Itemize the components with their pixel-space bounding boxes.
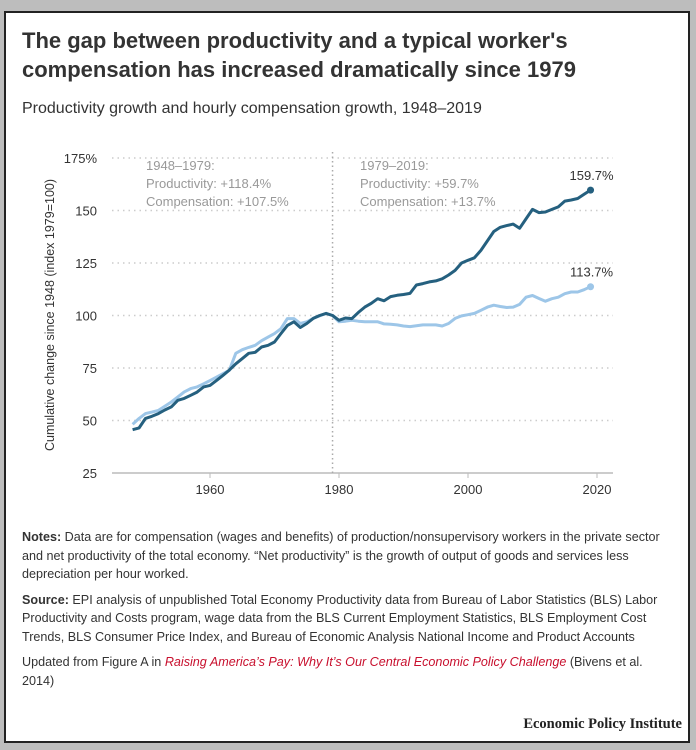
chart-card	[4, 11, 690, 743]
series-line-compensation	[131, 285, 592, 426]
end-label-compensation: 113.7%	[570, 265, 614, 280]
updated-paragraph: Updated from Figure A in Raising America…	[22, 653, 672, 690]
notes-text: Data are for compensation (wages and ben…	[22, 530, 660, 581]
end-point-productivity	[587, 186, 595, 194]
report-link[interactable]: Raising America’s Pay: Why It’s Our Cent…	[164, 655, 567, 669]
end-label-productivity: 159.7%	[570, 168, 615, 183]
y-tick-label: 175%	[64, 151, 98, 166]
period-annotation: Compensation: +13.7%	[360, 194, 496, 209]
x-tick-label: 1960	[196, 482, 225, 497]
chart-subtitle: Productivity growth and hourly compensat…	[22, 100, 482, 117]
updated-prefix: Updated from Figure A in	[22, 655, 165, 669]
period-annotation: Productivity: +118.4%	[146, 176, 272, 191]
x-tick-label: 2000	[454, 482, 483, 497]
period-annotation: Compensation: +107.5%	[146, 194, 289, 209]
y-tick-label: 50	[83, 414, 97, 429]
notes-section: Notes: Data are for compensation (wages …	[22, 528, 672, 697]
y-tick-label: 150	[75, 204, 97, 219]
chart-title: The gap between productivity and a typic…	[22, 28, 576, 82]
y-tick-label: 25	[83, 466, 97, 481]
period-annotation: 1948–1979:	[146, 158, 215, 173]
y-tick-label: 75	[83, 361, 97, 376]
y-tick-label: 125	[75, 256, 97, 271]
y-tick-label: 100	[75, 309, 97, 324]
epi-logo: Economic Policy Institute	[523, 716, 682, 732]
x-tick-label: 2020	[583, 482, 612, 497]
source-text: EPI analysis of unpublished Total Econom…	[22, 592, 658, 644]
period-annotation: 1979–2019:	[360, 158, 429, 173]
x-tick-label: 1980	[325, 482, 354, 497]
series-line-productivity	[132, 188, 592, 432]
end-point-compensation	[587, 283, 595, 291]
period-annotation: Productivity: +59.7%	[360, 176, 479, 191]
source-paragraph: Source: EPI analysis of unpublished Tota…	[22, 591, 672, 647]
source-label: Source:	[22, 592, 69, 607]
updated-suffix: (Bivens et al. 2014)	[22, 655, 643, 688]
notes-label: Notes:	[22, 530, 62, 544]
y-axis-label: Cumulative change since 1948 (index 1979…	[43, 179, 57, 451]
line-chart: 175% 150 125 100 75 50 25 1960 1980 2000 2020 Cumul…	[43, 151, 615, 497]
notes-paragraph: Notes: Data are for compensation (wages …	[22, 528, 672, 584]
